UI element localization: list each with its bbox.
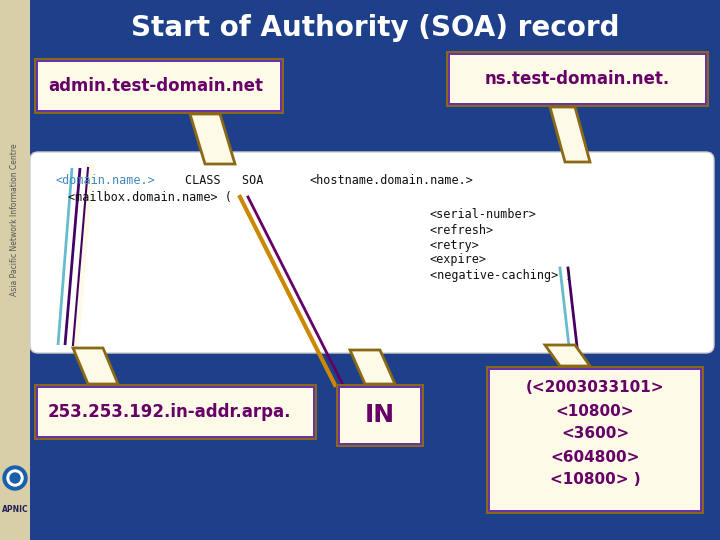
Text: <serial-number>: <serial-number>: [430, 208, 537, 221]
FancyBboxPatch shape: [450, 55, 705, 103]
Text: <hostname.domain.name.>: <hostname.domain.name.>: [310, 173, 474, 186]
Polygon shape: [190, 114, 235, 164]
FancyBboxPatch shape: [490, 370, 700, 510]
FancyBboxPatch shape: [338, 386, 422, 445]
Text: IN: IN: [365, 403, 395, 428]
Circle shape: [3, 466, 27, 490]
Text: CLASS   SOA: CLASS SOA: [185, 173, 264, 186]
FancyBboxPatch shape: [38, 62, 280, 110]
Polygon shape: [550, 107, 590, 162]
Text: admin.test-domain.net: admin.test-domain.net: [48, 77, 263, 95]
FancyBboxPatch shape: [36, 60, 282, 112]
FancyBboxPatch shape: [486, 366, 704, 514]
Polygon shape: [545, 345, 590, 366]
Text: Start of Authority (SOA) record: Start of Authority (SOA) record: [131, 14, 619, 42]
Text: <10800> ): <10800> ): [549, 472, 640, 488]
FancyBboxPatch shape: [36, 386, 315, 438]
Text: Asia Pacific Network Information Centre: Asia Pacific Network Information Centre: [11, 144, 19, 296]
Circle shape: [7, 470, 23, 486]
FancyBboxPatch shape: [336, 384, 424, 447]
Polygon shape: [73, 348, 118, 384]
Text: <refresh>: <refresh>: [430, 224, 494, 237]
FancyBboxPatch shape: [340, 388, 420, 443]
FancyBboxPatch shape: [30, 152, 714, 353]
Text: <3600>: <3600>: [561, 427, 629, 442]
FancyBboxPatch shape: [30, 0, 720, 55]
Text: ns.test-domain.net.: ns.test-domain.net.: [485, 70, 670, 88]
Text: <expire>: <expire>: [430, 253, 487, 267]
Text: APNIC: APNIC: [1, 505, 28, 515]
FancyBboxPatch shape: [34, 384, 317, 440]
FancyBboxPatch shape: [446, 51, 709, 107]
Text: <10800>: <10800>: [556, 403, 634, 418]
FancyBboxPatch shape: [448, 53, 707, 105]
Text: <retry>: <retry>: [430, 239, 480, 252]
Text: (<2003033101>: (<2003033101>: [526, 381, 665, 395]
FancyBboxPatch shape: [0, 0, 30, 540]
FancyBboxPatch shape: [2, 455, 28, 535]
Text: <604800>: <604800>: [550, 449, 639, 464]
Circle shape: [10, 473, 20, 483]
Text: <mailbox.domain.name> (: <mailbox.domain.name> (: [68, 191, 232, 204]
Text: <domain.name.>: <domain.name.>: [55, 173, 155, 186]
Polygon shape: [350, 350, 395, 384]
Text: 253.253.192.in-addr.arpa.: 253.253.192.in-addr.arpa.: [48, 403, 292, 421]
FancyBboxPatch shape: [488, 368, 702, 512]
FancyBboxPatch shape: [34, 58, 284, 114]
FancyBboxPatch shape: [38, 388, 313, 436]
Text: <negative-caching> ): <negative-caching> ): [430, 268, 572, 281]
